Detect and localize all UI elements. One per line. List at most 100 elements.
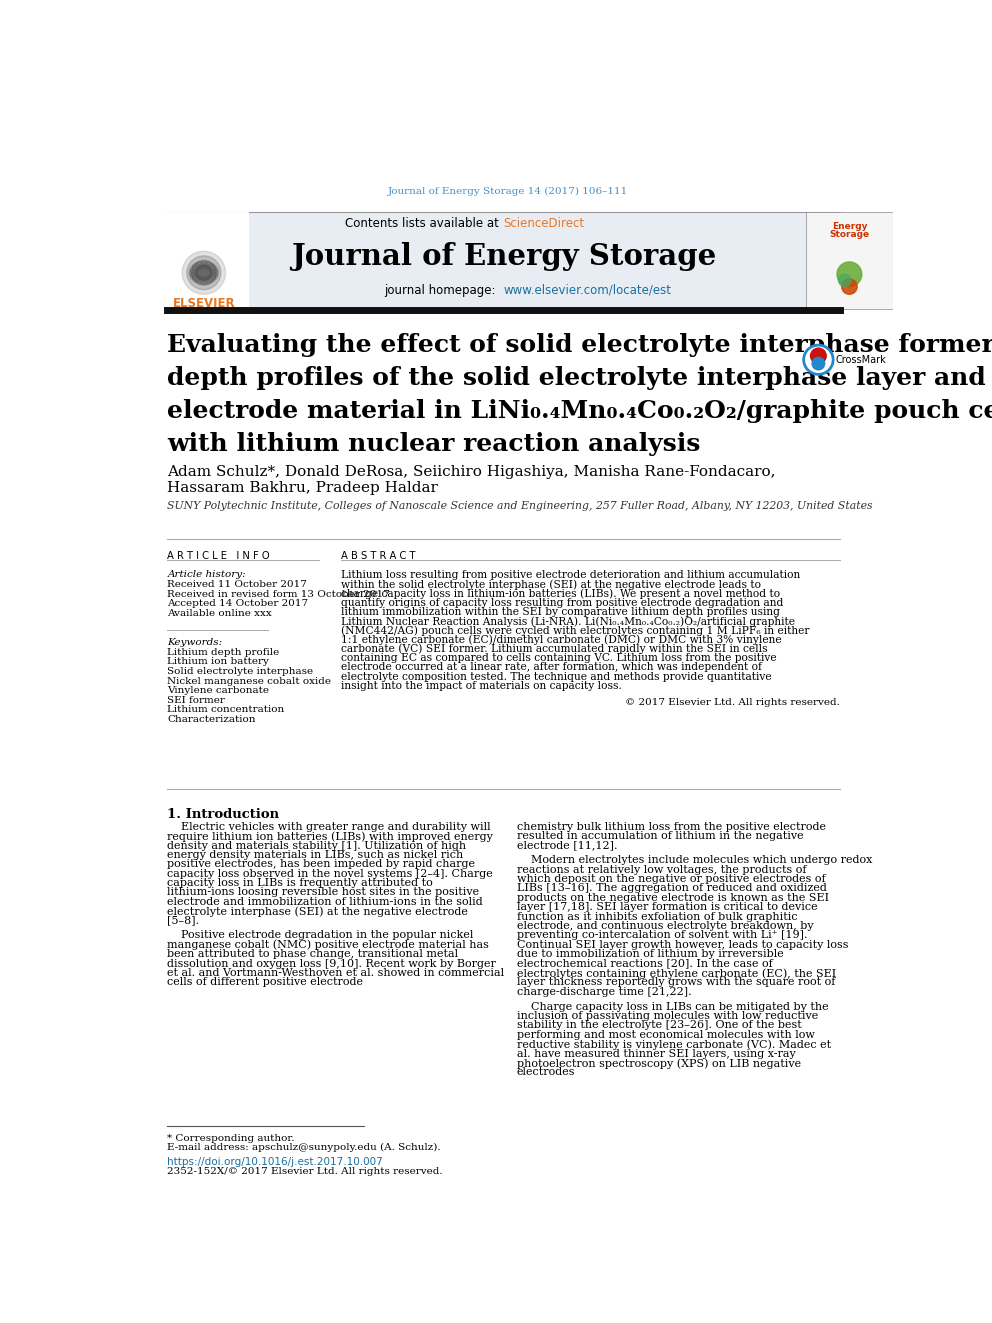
Circle shape — [841, 279, 857, 294]
Text: Contents lists available at: Contents lists available at — [345, 217, 503, 230]
Circle shape — [207, 274, 215, 282]
Text: et al. and Vortmann-Westhoven et al. showed in commercial: et al. and Vortmann-Westhoven et al. sho… — [168, 968, 505, 978]
Text: Evaluating the effect of solid electrolyte interphase formers on lithium: Evaluating the effect of solid electroly… — [168, 333, 992, 357]
Text: been attributed to phase change, transitional metal: been attributed to phase change, transit… — [168, 949, 458, 959]
Circle shape — [191, 261, 216, 284]
Text: lithium-ions loosing reversible host sites in the positive: lithium-ions loosing reversible host sit… — [168, 888, 479, 897]
Text: www.elsevier.com/locate/est: www.elsevier.com/locate/est — [504, 284, 672, 296]
Text: * Corresponding author.: * Corresponding author. — [168, 1134, 295, 1143]
Text: al. have measured thinner SEI layers, using x-ray: al. have measured thinner SEI layers, us… — [517, 1049, 796, 1058]
Text: Keywords:: Keywords: — [168, 638, 222, 647]
Circle shape — [204, 262, 212, 270]
Text: E-mail address: apschulz@sunypoly.edu (A. Schulz).: E-mail address: apschulz@sunypoly.edu (A… — [168, 1143, 441, 1152]
Text: electrochemical reactions [20]. In the case of: electrochemical reactions [20]. In the c… — [517, 959, 773, 968]
Text: Nickel manganese cobalt oxide: Nickel manganese cobalt oxide — [168, 676, 331, 685]
Text: Electric vehicles with greater range and durability will: Electric vehicles with greater range and… — [168, 822, 491, 832]
Text: performing and most economical molecules with low: performing and most economical molecules… — [517, 1029, 814, 1040]
Text: Received 11 October 2017: Received 11 October 2017 — [168, 579, 308, 589]
Circle shape — [195, 277, 203, 283]
Text: Lithium Nuclear Reaction Analysis (Li-NRA). Li(Ni₀.₄Mn₀.₄Co₀.₂)O₂/artificial gra: Lithium Nuclear Reaction Analysis (Li-NR… — [341, 617, 795, 627]
Text: electrode [11,12].: electrode [11,12]. — [517, 840, 617, 851]
Text: resulted in accumulation of lithium in the negative: resulted in accumulation of lithium in t… — [517, 831, 804, 841]
Text: electrode material in LiNi₀.₄Mn₀.₄Co₀.₂O₂/graphite pouch cells obtained: electrode material in LiNi₀.₄Mn₀.₄Co₀.₂O… — [168, 400, 992, 423]
Text: quantify origins of capacity loss resulting from positive electrode degradation : quantify origins of capacity loss result… — [341, 598, 784, 607]
Bar — [806, 212, 893, 308]
Text: which deposit on the negative or positive electrodes of: which deposit on the negative or positiv… — [517, 875, 825, 884]
Text: ScienceDirect: ScienceDirect — [504, 217, 585, 230]
Text: Adam Schulz*, Donald DeRosa, Seiichiro Higashiya, Manisha Rane-Fondacaro,: Adam Schulz*, Donald DeRosa, Seiichiro H… — [168, 466, 776, 479]
Text: Lithium concentration: Lithium concentration — [168, 705, 285, 714]
Text: function as it inhibits exfoliation of bulk graphitic: function as it inhibits exfoliation of b… — [517, 912, 798, 922]
Text: Journal of Energy Storage 14 (2017) 106–111: Journal of Energy Storage 14 (2017) 106–… — [388, 187, 629, 196]
Circle shape — [210, 266, 217, 274]
Circle shape — [837, 262, 862, 287]
Circle shape — [811, 357, 825, 370]
Text: 1:1 ethylene carbonate (EC)/dimethyl carbonate (DMC) or DMC with 3% vinylene: 1:1 ethylene carbonate (EC)/dimethyl car… — [341, 635, 782, 646]
Text: Charge capacity loss in LIBs can be mitigated by the: Charge capacity loss in LIBs can be miti… — [517, 1002, 828, 1012]
Text: capacity loss observed in the novel systems [2–4]. Charge: capacity loss observed in the novel syst… — [168, 869, 493, 878]
Text: photoelectron spectroscopy (XPS) on LIB negative: photoelectron spectroscopy (XPS) on LIB … — [517, 1058, 802, 1069]
Text: charge capacity loss in lithium-ion batteries (LIBs). We present a novel method : charge capacity loss in lithium-ion batt… — [341, 589, 780, 599]
Text: CrossMark: CrossMark — [835, 355, 886, 365]
Text: SEI former: SEI former — [168, 696, 225, 705]
Text: dissolution and oxygen loss [9,10]. Recent work by Borger: dissolution and oxygen loss [9,10]. Rece… — [168, 959, 496, 968]
Circle shape — [204, 277, 212, 283]
Text: cells of different positive electrode: cells of different positive electrode — [168, 978, 363, 987]
Text: Continual SEI layer growth however, leads to capacity loss: Continual SEI layer growth however, lead… — [517, 939, 848, 950]
Text: stability in the electrolyte [23–26]. One of the best: stability in the electrolyte [23–26]. On… — [517, 1020, 802, 1031]
Text: layer thickness reportedly grows with the square root of: layer thickness reportedly grows with th… — [517, 978, 835, 987]
Circle shape — [200, 277, 207, 284]
Text: Lithium ion battery: Lithium ion battery — [168, 658, 269, 667]
Text: electrode occurred at a linear rate, after formation, which was independent of: electrode occurred at a linear rate, aft… — [341, 663, 762, 672]
Circle shape — [192, 274, 200, 282]
Text: Modern electrolytes include molecules which undergo redox: Modern electrolytes include molecules wh… — [517, 855, 872, 865]
Text: containing EC as compared to cells containing VC. Lithium loss from the positive: containing EC as compared to cells conta… — [341, 654, 777, 663]
Text: Characterization: Characterization — [168, 716, 256, 724]
Text: 1. Introduction: 1. Introduction — [168, 808, 280, 820]
Circle shape — [183, 251, 225, 294]
Text: due to immobilization of lithium by irreversible: due to immobilization of lithium by irre… — [517, 949, 784, 959]
Text: SUNY Polytechnic Institute, Colleges of Nanoscale Science and Engineering, 257 F: SUNY Polytechnic Institute, Colleges of … — [168, 500, 873, 511]
Circle shape — [189, 266, 197, 274]
Text: Solid electrolyte interphase: Solid electrolyte interphase — [168, 667, 313, 676]
Text: A B S T R A C T: A B S T R A C T — [341, 552, 416, 561]
Circle shape — [189, 269, 196, 277]
Circle shape — [207, 263, 215, 271]
Bar — [168, 212, 840, 308]
Text: Lithium depth profile: Lithium depth profile — [168, 648, 280, 656]
Text: depth profiles of the solid electrolyte interphase layer and bulk: depth profiles of the solid electrolyte … — [168, 366, 992, 390]
Text: [5–8].: [5–8]. — [168, 916, 199, 926]
Text: capacity loss in LIBs is frequently attributed to: capacity loss in LIBs is frequently attr… — [168, 878, 434, 888]
Text: Accepted 14 October 2017: Accepted 14 October 2017 — [168, 599, 309, 609]
Circle shape — [809, 348, 827, 364]
Text: Journal of Energy Storage: Journal of Energy Storage — [291, 242, 716, 271]
Text: preventing co-intercalation of solvent with Li⁺ [19].: preventing co-intercalation of solvent w… — [517, 930, 807, 941]
Text: © 2017 Elsevier Ltd. All rights reserved.: © 2017 Elsevier Ltd. All rights reserved… — [625, 697, 840, 706]
Text: journal homepage:: journal homepage: — [384, 284, 503, 296]
Circle shape — [195, 262, 203, 270]
Text: insight into the impact of materials on capacity loss.: insight into the impact of materials on … — [341, 681, 622, 691]
Text: charge-discharge time [21,22].: charge-discharge time [21,22]. — [517, 987, 691, 996]
Text: manganese cobalt (NMC) positive electrode material has: manganese cobalt (NMC) positive electrod… — [168, 939, 489, 950]
Circle shape — [186, 255, 221, 290]
Text: Storage: Storage — [829, 230, 869, 238]
Text: Available online xxx: Available online xxx — [168, 609, 272, 618]
Text: Article history:: Article history: — [168, 570, 246, 579]
Text: lithium immobilization within the SEI by comparative lithium depth profiles usin: lithium immobilization within the SEI by… — [341, 607, 780, 617]
Circle shape — [192, 263, 200, 271]
Text: positive electrodes, has been impeded by rapid charge: positive electrodes, has been impeded by… — [168, 860, 475, 869]
Text: require lithium ion batteries (LIBs) with improved energy: require lithium ion batteries (LIBs) wit… — [168, 831, 493, 841]
Text: LIBs [13–16]. The aggregation of reduced and oxidized: LIBs [13–16]. The aggregation of reduced… — [517, 884, 826, 893]
Circle shape — [838, 274, 851, 287]
Text: A R T I C L E   I N F O: A R T I C L E I N F O — [168, 552, 270, 561]
Text: Hassaram Bakhru, Pradeep Haldar: Hassaram Bakhru, Pradeep Haldar — [168, 480, 438, 495]
Circle shape — [189, 271, 197, 279]
Text: inclusion of passivating molecules with low reductive: inclusion of passivating molecules with … — [517, 1011, 818, 1021]
Text: 2352-152X/© 2017 Elsevier Ltd. All rights reserved.: 2352-152X/© 2017 Elsevier Ltd. All right… — [168, 1167, 443, 1176]
Text: Vinylene carbonate: Vinylene carbonate — [168, 687, 270, 695]
Text: Positive electrode degradation in the popular nickel: Positive electrode degradation in the po… — [168, 930, 474, 941]
Bar — [168, 212, 249, 308]
Text: products on the negative electrode is known as the SEI: products on the negative electrode is kn… — [517, 893, 829, 902]
Circle shape — [804, 345, 833, 374]
Text: within the solid electrolyte interphase (SEI) at the negative electrode leads to: within the solid electrolyte interphase … — [341, 579, 761, 590]
